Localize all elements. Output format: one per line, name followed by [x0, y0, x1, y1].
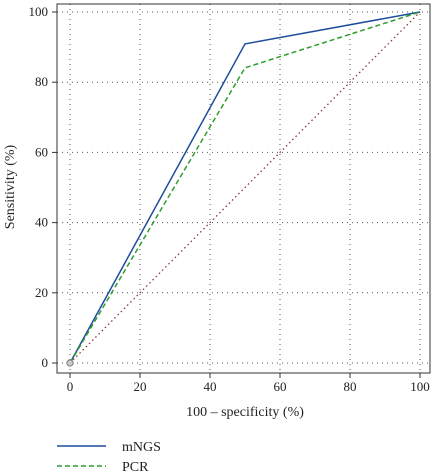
axis-ticks: 0 20 40 60 80 100 0 20 40 60 80 100 [29, 4, 430, 394]
reference-line [69, 11, 421, 364]
legend: mNGS PCR [57, 440, 161, 473]
x-tick-label: 0 [67, 379, 74, 394]
grid-lines [57, 4, 430, 373]
plot-border [56, 3, 431, 374]
x-tick-label: 40 [204, 379, 217, 394]
x-tick-label: 20 [134, 379, 147, 394]
x-tick-label: 80 [344, 379, 357, 394]
y-tick-label: 0 [42, 355, 49, 370]
x-tick-label: 60 [274, 379, 287, 394]
y-axis-label: Sensitivity (%) [3, 144, 18, 229]
plot-frame [56, 3, 431, 374]
y-tick-label: 100 [29, 4, 49, 19]
series-line-pcr [69, 11, 421, 364]
y-tick-label: 40 [35, 215, 48, 230]
y-tick-label: 80 [35, 74, 48, 89]
legend-label-mngs: mNGS [122, 440, 161, 455]
legend-label-pcr: PCR [122, 460, 149, 473]
y-tick-label: 20 [35, 285, 48, 300]
x-tick-label: 100 [410, 379, 430, 394]
series-layer [66, 11, 421, 367]
origin-marker [66, 359, 74, 367]
y-tick-label: 60 [35, 144, 48, 159]
x-axis-label: 100 – specificity (%) [186, 405, 304, 420]
series-line-mngs [69, 11, 421, 364]
